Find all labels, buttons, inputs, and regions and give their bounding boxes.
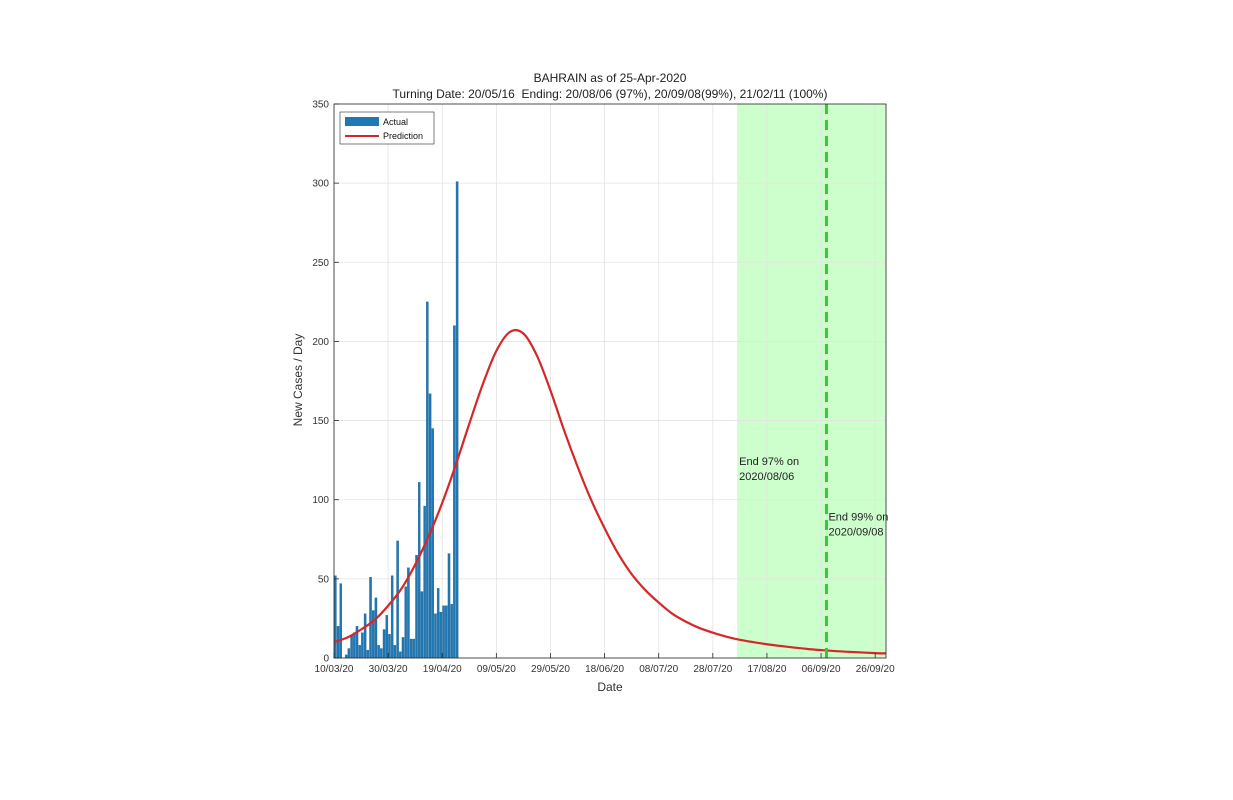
actual-bar	[426, 301, 429, 659]
actual-bar	[334, 575, 337, 659]
x-tick-label: 29/05/20	[531, 664, 570, 675]
actual-bar	[393, 645, 397, 659]
x-axis-label: Date	[597, 680, 623, 694]
actual-bar	[453, 325, 456, 659]
actual-bar	[436, 588, 440, 659]
actual-bar	[396, 540, 399, 659]
actual-bar	[358, 645, 361, 659]
actual-bars	[334, 181, 459, 659]
actual-bar	[450, 604, 453, 659]
annotation-end-99: End 99% on	[828, 511, 888, 523]
x-tick-label: 18/06/20	[585, 664, 624, 675]
actual-bar	[347, 648, 351, 659]
y-axis-label: New Cases / Day	[291, 334, 305, 427]
actual-bar	[388, 634, 391, 659]
actual-bar	[339, 583, 342, 659]
actual-bar	[399, 651, 402, 659]
actual-bar	[420, 591, 424, 659]
x-tick-label: 30/03/20	[369, 664, 408, 675]
actual-bar	[353, 632, 356, 659]
shaded-regions	[737, 104, 886, 658]
actual-bar	[439, 611, 443, 659]
actual-bar	[350, 635, 353, 659]
x-tick-label: 08/07/20	[639, 664, 678, 675]
actual-bar	[412, 638, 416, 659]
annotation-end-97: 2020/08/06	[739, 471, 794, 483]
x-tick-label: 09/05/20	[477, 664, 516, 675]
actual-bar	[390, 575, 394, 659]
actual-bar	[361, 632, 364, 659]
actual-bar	[447, 553, 451, 659]
prediction-line-group	[333, 329, 887, 655]
actual-bar	[455, 181, 459, 659]
actual-bar	[431, 428, 434, 659]
actual-bar	[366, 649, 370, 659]
y-tick-label: 0	[323, 654, 329, 665]
actual-bar	[428, 393, 432, 659]
actual-bar	[442, 605, 445, 659]
actual-bar	[423, 505, 426, 659]
annotation-end-99: 2020/09/08	[828, 526, 883, 538]
x-tick-label: 26/09/20	[856, 664, 895, 675]
y-tick-label: 300	[312, 179, 329, 190]
ending-shaded-region	[737, 104, 886, 658]
actual-bar	[380, 648, 383, 659]
actual-bar	[434, 613, 437, 659]
actual-bar	[369, 577, 372, 659]
actual-bar	[401, 637, 405, 659]
actual-bar	[372, 610, 375, 659]
y-tick-label: 100	[312, 495, 329, 506]
y-tick-label: 350	[312, 100, 329, 111]
x-tick-label: 17/08/20	[747, 664, 786, 675]
plot-area-frame	[333, 103, 887, 659]
x-tick-label: 06/09/20	[802, 664, 841, 675]
actual-bar	[363, 613, 367, 659]
legend-prediction-label: Prediction	[383, 131, 423, 141]
x-tick-label: 19/04/20	[423, 664, 462, 675]
y-tick-label: 200	[312, 337, 329, 348]
actual-bar	[377, 645, 380, 659]
actual-bar	[385, 615, 388, 659]
chart-subtitle: Turning Date: 20/05/16 Ending: 20/08/06 …	[393, 87, 828, 101]
axis-ticks: 10/03/20 30/03/20 19/04/20 09/05/20 29/05/20…	[312, 100, 895, 676]
actual-bar	[415, 554, 418, 659]
y-tick-label: 50	[318, 574, 330, 585]
actual-bar	[409, 638, 413, 659]
annotations: End 97% on 2020/08/06 End 99% on 2020/09/08	[739, 456, 888, 538]
y-tick-label: 150	[312, 416, 329, 427]
actual-bar	[344, 654, 348, 659]
actual-bar	[418, 482, 421, 659]
legend-actual-label: Actual	[383, 117, 408, 127]
prediction-line	[333, 329, 887, 655]
legend: Actual Prediction	[339, 111, 435, 145]
y-tick-label: 250	[312, 258, 329, 269]
x-tick-label: 10/03/20	[315, 664, 354, 675]
actual-bar	[445, 605, 448, 659]
actual-bar	[374, 597, 378, 659]
legend-actual-swatch	[345, 117, 379, 126]
actual-bar	[382, 629, 386, 659]
chart-title: BAHRAIN as of 25-Apr-2020	[534, 71, 687, 85]
annotation-end-97: End 97% on	[739, 456, 799, 468]
actual-bar	[404, 586, 407, 659]
x-tick-label: 28/07/20	[693, 664, 732, 675]
actual-bar	[407, 567, 410, 659]
